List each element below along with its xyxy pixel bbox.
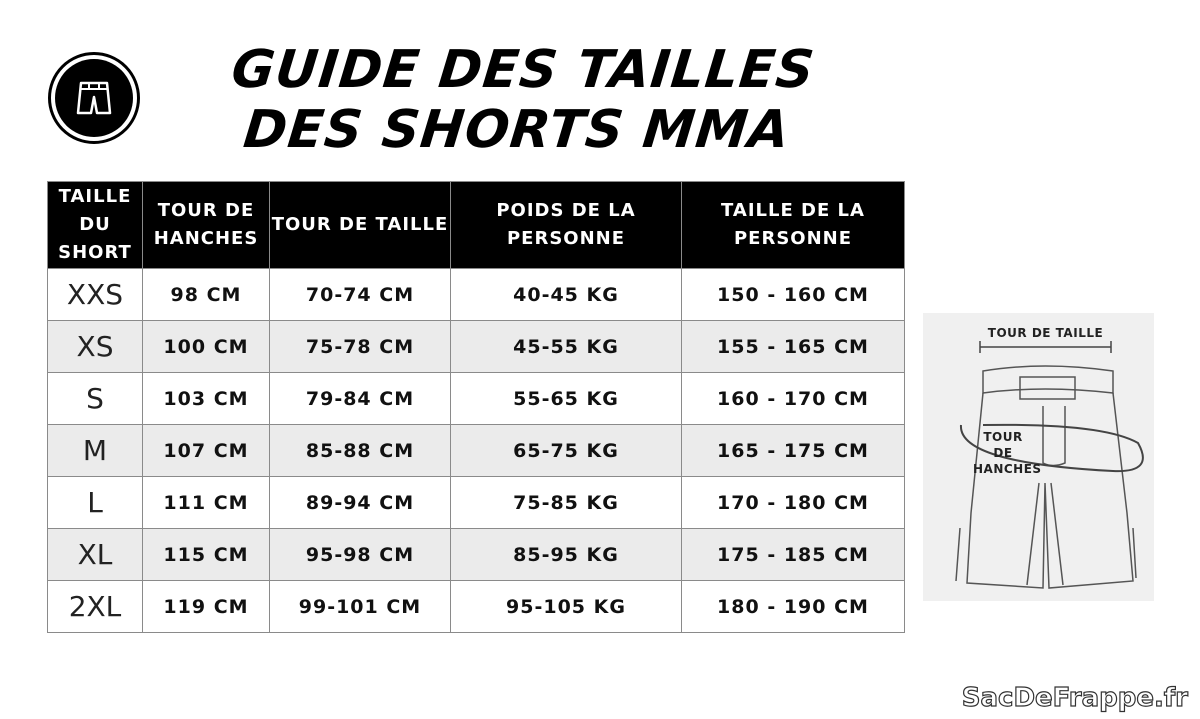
cell-waist: 79-84 CM xyxy=(269,372,451,425)
cell-hips: 111 CM xyxy=(142,476,270,529)
cell-size: XXS xyxy=(47,268,143,321)
cell-height: 155 - 165 CM xyxy=(681,320,905,373)
header-waist: TOUR DE TAILLE xyxy=(269,181,451,269)
table-row: XXS 98 CM 70-74 CM 40-45 KG 150 - 160 CM xyxy=(47,268,905,321)
table-row: XS 100 CM 75-78 CM 45-55 KG 155 - 165 CM xyxy=(47,320,905,373)
brand-watermark: SacDeFrappe.fr xyxy=(961,682,1188,713)
table-row: S 103 CM 79-84 CM 55-65 KG 160 - 170 CM xyxy=(47,372,905,425)
shorts-logo xyxy=(48,52,140,144)
cell-weight: 75-85 KG xyxy=(450,476,682,529)
cell-height: 175 - 185 CM xyxy=(681,528,905,581)
cell-hips: 119 CM xyxy=(142,580,270,633)
cell-waist: 85-88 CM xyxy=(269,424,451,477)
cell-size: S xyxy=(47,372,143,425)
shorts-icon xyxy=(55,59,133,137)
cell-hips: 103 CM xyxy=(142,372,270,425)
cell-weight: 55-65 KG xyxy=(450,372,682,425)
cell-waist: 99-101 CM xyxy=(269,580,451,633)
hips-label: TOUR DE HANCHES xyxy=(973,430,1042,476)
cell-height: 180 - 190 CM xyxy=(681,580,905,633)
cell-waist: 89-94 CM xyxy=(269,476,451,529)
cell-waist: 75-78 CM xyxy=(269,320,451,373)
cell-hips: 100 CM xyxy=(142,320,270,373)
table-row: M 107 CM 85-88 CM 65-75 KG 165 - 175 CM xyxy=(47,424,905,477)
cell-height: 150 - 160 CM xyxy=(681,268,905,321)
cell-size: L xyxy=(47,476,143,529)
table-header-row: TAILLE DU SHORT TOUR DE HANCHES TOUR DE … xyxy=(47,181,905,269)
cell-waist: 95-98 CM xyxy=(269,528,451,581)
cell-hips: 98 CM xyxy=(142,268,270,321)
cell-weight: 95-105 KG xyxy=(450,580,682,633)
cell-size: XS xyxy=(47,320,143,373)
cell-weight: 65-75 KG xyxy=(450,424,682,477)
page-title: GUIDE DES TAILLES DES SHORTS MMA xyxy=(228,40,818,160)
table-row: L 111 CM 89-94 CM 75-85 KG 170 - 180 CM xyxy=(47,476,905,529)
cell-size: M xyxy=(47,424,143,477)
table-row: 2XL 119 CM 99-101 CM 95-105 KG 180 - 190 CM xyxy=(47,580,905,633)
header-height: TAILLE DE LA PERSONNE xyxy=(681,181,905,269)
cell-weight: 85-95 KG xyxy=(450,528,682,581)
cell-height: 160 - 170 CM xyxy=(681,372,905,425)
shorts-drawing xyxy=(955,341,1144,589)
table-row: XL 115 CM 95-98 CM 85-95 KG 175 - 185 CM xyxy=(47,528,905,581)
shorts-illustration: TOUR DE TAILLE TOUR DE HANCHES xyxy=(923,313,1154,601)
cell-waist: 70-74 CM xyxy=(269,268,451,321)
header-hips: TOUR DE HANCHES xyxy=(142,181,270,269)
header-size: TAILLE DU SHORT xyxy=(47,181,143,269)
cell-height: 170 - 180 CM xyxy=(681,476,905,529)
cell-weight: 45-55 KG xyxy=(450,320,682,373)
waist-label: TOUR DE TAILLE xyxy=(987,326,1104,340)
size-table: TAILLE DU SHORT TOUR DE HANCHES TOUR DE … xyxy=(47,181,905,633)
cell-height: 165 - 175 CM xyxy=(681,424,905,477)
cell-size: 2XL xyxy=(47,580,143,633)
cell-weight: 40-45 KG xyxy=(450,268,682,321)
header-weight: POIDS DE LA PERSONNE xyxy=(450,181,682,269)
cell-hips: 115 CM xyxy=(142,528,270,581)
cell-hips: 107 CM xyxy=(142,424,270,477)
cell-size: XL xyxy=(47,528,143,581)
